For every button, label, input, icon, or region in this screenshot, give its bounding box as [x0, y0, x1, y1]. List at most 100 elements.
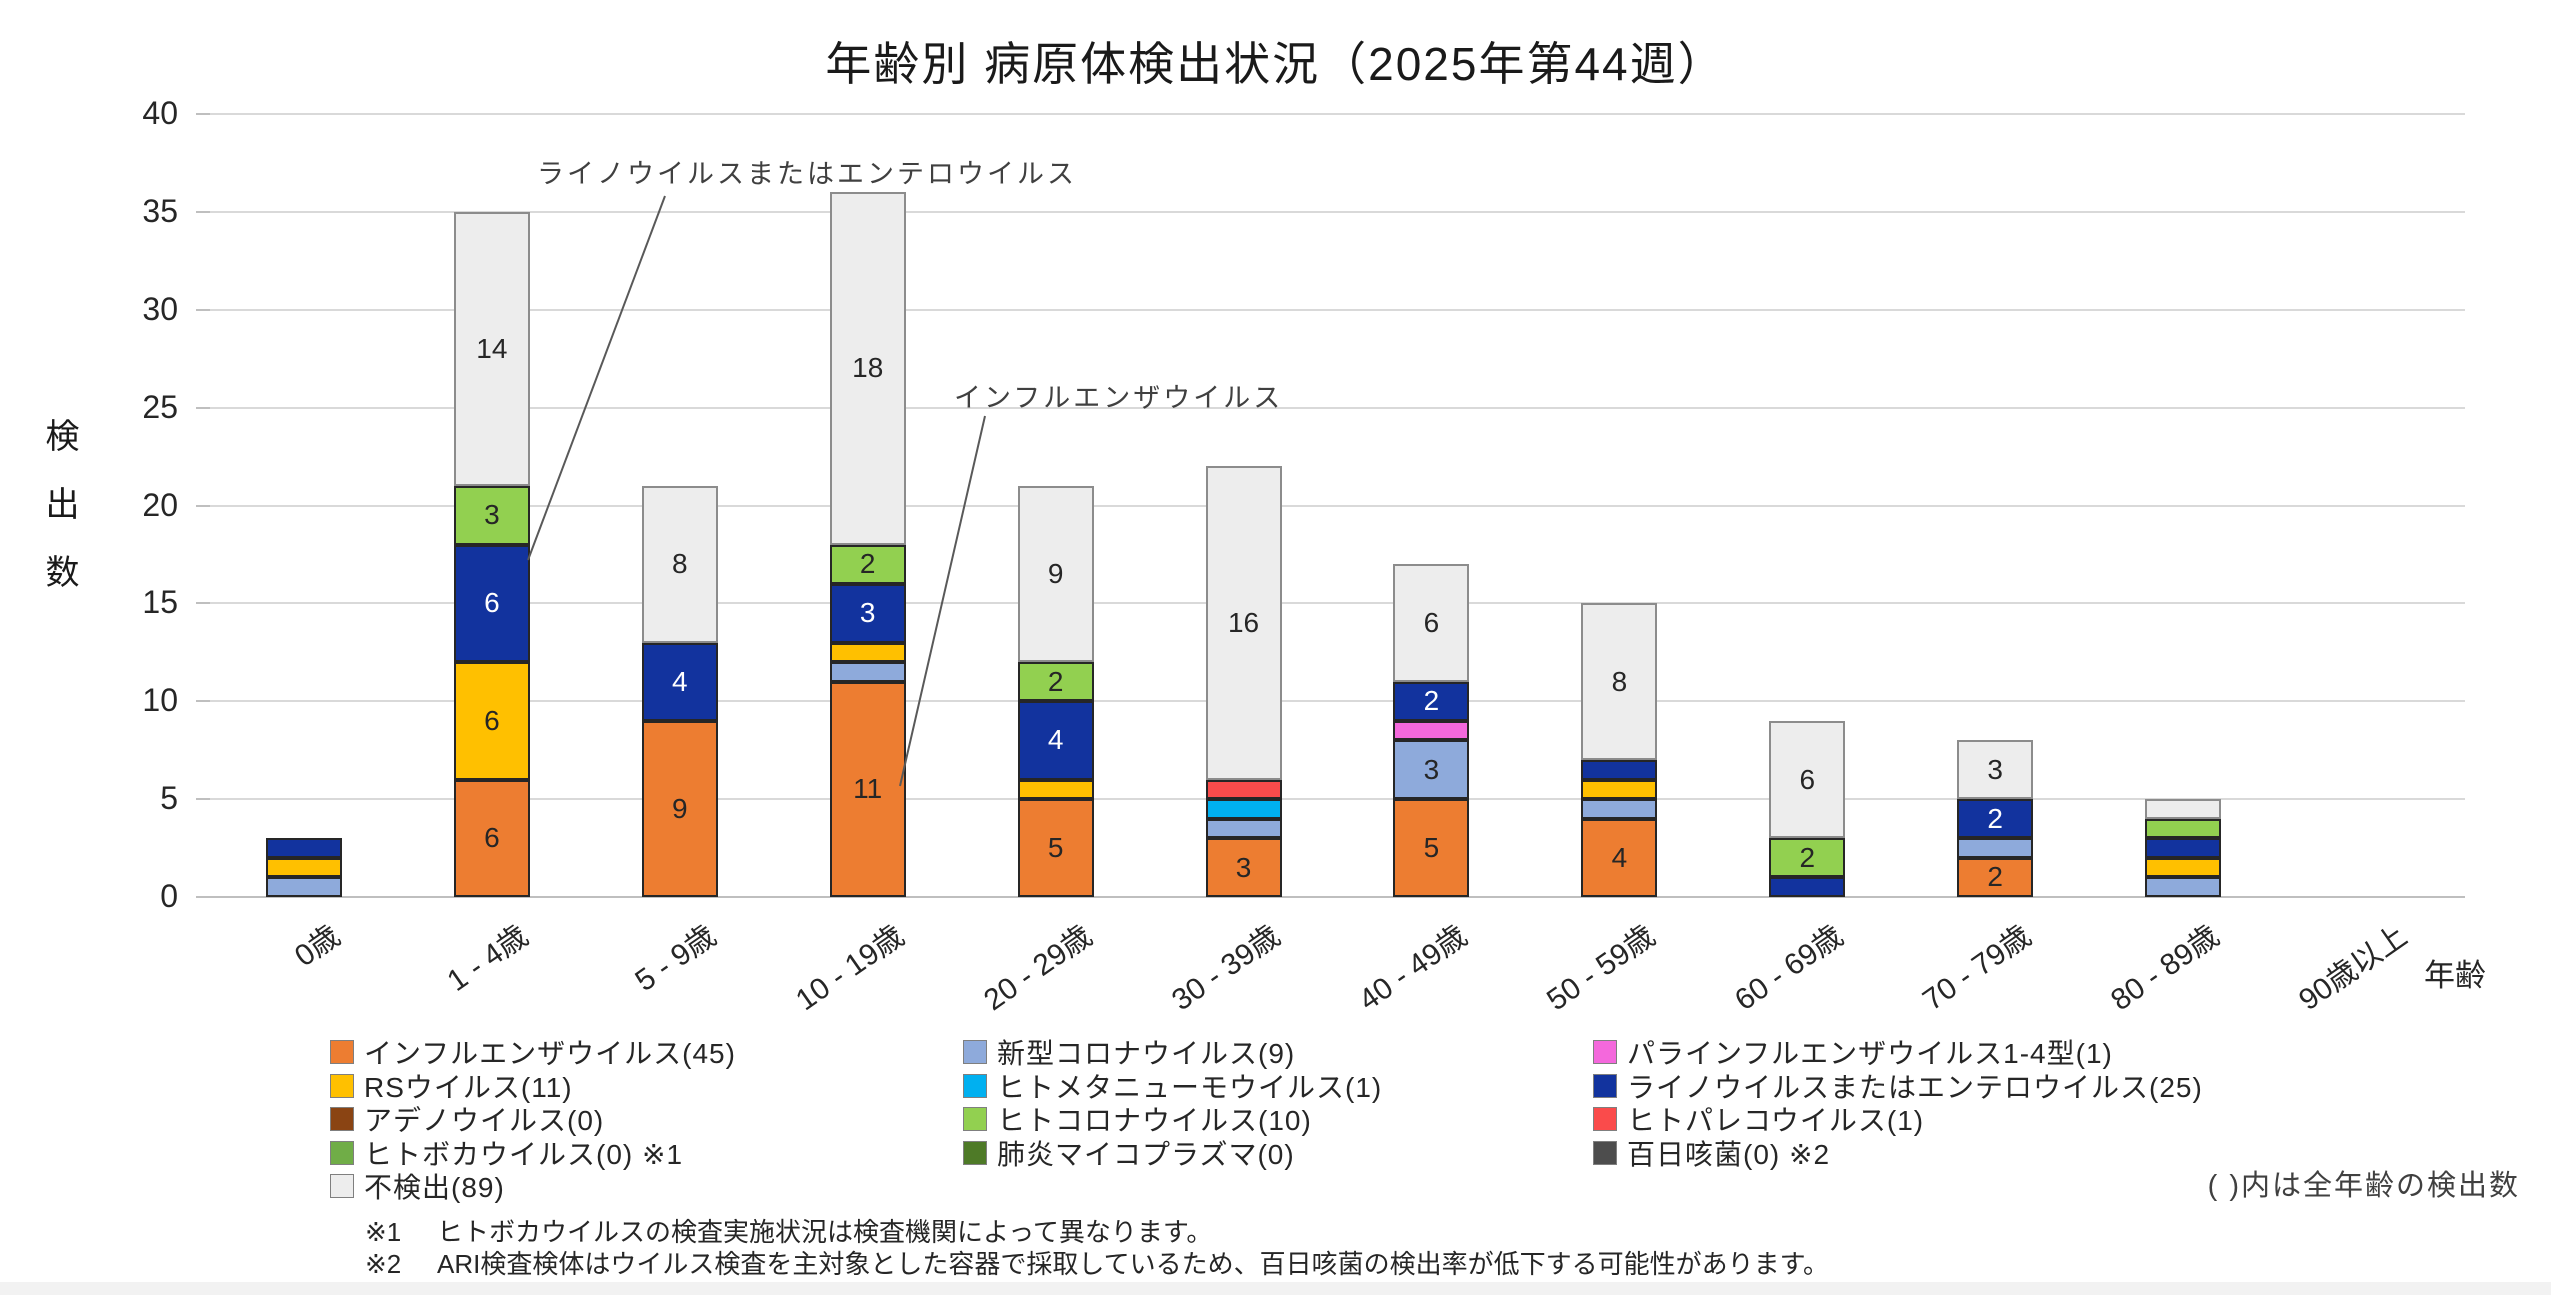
bar-segment-ライノウイルスまたはエンテロウイルス[interactable]: 2 — [1957, 799, 2034, 839]
legend-item[interactable]: 新型コロナウイルス(9) — [963, 1032, 1295, 1072]
legend-item[interactable]: ライノウイルスまたはエンテロウイルス(25) — [1593, 1066, 2203, 1106]
bar-segment-RSウイルス[interactable]: 6 — [453, 662, 530, 780]
bar-segment-新型コロナウイルス[interactable]: 3 — [1393, 740, 1470, 800]
legend-item[interactable]: インフルエンザウイルス(45) — [330, 1032, 736, 1072]
y-tick-label: 35 — [142, 192, 178, 229]
legend-label: ヒトパレコウイルス(1) — [1627, 1105, 1925, 1136]
legend-swatch — [1593, 1140, 1617, 1165]
legend-label: ヒトメタニューモウイルス(1) — [997, 1071, 1383, 1103]
y-tick-label: 15 — [142, 584, 178, 621]
bar-segment-ヒトコロナウイルス[interactable]: 2 — [829, 544, 906, 584]
legend-item[interactable]: パラインフルエンザウイルス1-4型(1) — [1593, 1032, 2113, 1072]
bar-segment-不検出[interactable]: 9 — [1017, 485, 1094, 663]
bar-segment-ヒトコロナウイルス[interactable]: 2 — [1017, 662, 1094, 702]
legend-item[interactable]: ヒトコロナウイルス(10) — [963, 1099, 1312, 1139]
segment-value-label: 8 — [1611, 665, 1628, 697]
bar-segment-インフルエンザウイルス[interactable]: 5 — [1017, 799, 1094, 897]
bar-segment-ヒトコロナウイルス[interactable]: 2 — [1769, 838, 1846, 878]
legend-swatch — [330, 1073, 354, 1098]
bar-segment-インフルエンザウイルス[interactable]: 4 — [1581, 818, 1658, 897]
y-tick-mark — [196, 700, 210, 703]
bar-segment-新型コロナウイルス[interactable] — [1205, 818, 1282, 839]
segment-value-label: 2 — [859, 548, 876, 580]
y-axis-title: 検出数 — [40, 418, 78, 622]
bar-segment-不検出[interactable]: 8 — [641, 485, 718, 643]
footnote-line: ※2 ARI検査検体はウイルス検査を主対象とした容器で採取しているため、百日咳菌の… — [365, 1244, 1829, 1281]
bar-segment-ヒトパレコウイルス[interactable] — [1205, 779, 1282, 800]
gridline-y40 — [210, 113, 2465, 115]
bar-segment-不検出[interactable]: 18 — [829, 192, 906, 545]
bar-segment-インフルエンザウイルス[interactable]: 9 — [641, 720, 718, 897]
bar-segment-不検出[interactable]: 6 — [1769, 720, 1846, 839]
bar-segment-インフルエンザウイルス[interactable]: 5 — [1393, 799, 1470, 897]
bar-segment-ヒトコロナウイルス[interactable] — [2145, 818, 2222, 839]
bar-segment-ライノウイルスまたはエンテロウイルス[interactable] — [1769, 877, 1846, 897]
segment-value-label: 2 — [1423, 685, 1440, 717]
bar-segment-新型コロナウイルス[interactable] — [265, 877, 342, 897]
bar-segment-新型コロナウイルス[interactable] — [1581, 799, 1658, 819]
bar-segment-ライノウイルスまたはエンテロウイルス[interactable] — [1581, 759, 1658, 780]
bar-segment-インフルエンザウイルス[interactable]: 11 — [829, 681, 906, 897]
bar-segment-ライノウイルスまたはエンテロウイルス[interactable]: 3 — [829, 583, 906, 643]
legend-item[interactable]: ヒトメタニューモウイルス(1) — [963, 1066, 1382, 1106]
segment-value-label: 2 — [1047, 665, 1064, 697]
bar-segment-不検出[interactable] — [2145, 799, 2222, 819]
bar-segment-ライノウイルスまたはエンテロウイルス[interactable] — [265, 838, 342, 858]
bar-segment-RSウイルス[interactable] — [265, 857, 342, 878]
segment-value-label: 4 — [1047, 724, 1064, 756]
bar-segment-ライノウイルスまたはエンテロウイルス[interactable] — [2145, 838, 2222, 858]
legend-item[interactable]: ヒトボカウイルス(0) ※1 — [330, 1133, 683, 1173]
y-tick-label: 10 — [142, 682, 178, 719]
bar-segment-ライノウイルスまたはエンテロウイルス[interactable]: 4 — [1017, 701, 1094, 780]
legend-label: インフルエンザウイルス(45) — [364, 1038, 736, 1069]
legend-label: 新型コロナウイルス(9) — [997, 1038, 1296, 1069]
bar-segment-不検出[interactable]: 16 — [1205, 466, 1282, 780]
bar-segment-新型コロナウイルス[interactable] — [829, 662, 906, 682]
bar-segment-ヒトメタニューモウイルス[interactable] — [1205, 799, 1282, 819]
legend-item[interactable]: RSウイルス(11) — [330, 1066, 573, 1106]
footnote-text: ARI検査検体はウイルス検査を主対象とした容器で採取しているため、百日咳菌の検出… — [437, 1249, 1829, 1279]
bar-segment-不検出[interactable]: 14 — [453, 211, 530, 486]
bar-segment-インフルエンザウイルス[interactable]: 2 — [1957, 857, 2034, 897]
bar-segment-新型コロナウイルス[interactable] — [1957, 838, 2034, 858]
legend-item[interactable]: アデノウイルス(0) — [330, 1099, 604, 1139]
bar-segment-ライノウイルスまたはエンテロウイルス[interactable]: 6 — [453, 544, 530, 663]
bar-segment-パラインフルエンザウイルス1-4型[interactable] — [1393, 720, 1470, 741]
y-tick-mark — [196, 798, 210, 801]
segment-value-label: 11 — [853, 773, 883, 805]
bar-segment-不検出[interactable]: 8 — [1581, 603, 1658, 760]
y-tick-label: 0 — [160, 878, 178, 914]
segment-value-label: 2 — [1987, 802, 2003, 834]
legend-label: ヒトボカウイルス(0) ※1 — [364, 1138, 684, 1170]
legend-label: ヒトコロナウイルス(10) — [997, 1105, 1312, 1136]
y-tick-mark — [196, 210, 210, 213]
segment-value-label: 5 — [1047, 832, 1064, 864]
bar-segment-RSウイルス[interactable] — [1017, 779, 1094, 800]
bar-segment-不検出[interactable]: 3 — [1957, 740, 2034, 800]
segment-value-label: 6 — [484, 587, 500, 619]
annotation-influenza: インフルエンザウイルス — [954, 383, 1284, 413]
bar-segment-インフルエンザウイルス[interactable]: 6 — [453, 779, 530, 897]
legend-item[interactable]: 不検出(89) — [330, 1166, 505, 1206]
bar-segment-ヒトコロナウイルス[interactable]: 3 — [453, 485, 530, 545]
bar-segment-新型コロナウイルス[interactable] — [2145, 877, 2222, 897]
gridline-y5 — [210, 798, 2465, 801]
bar-segment-RSウイルス[interactable] — [1581, 779, 1658, 800]
x-axis-title: 年齢 — [2424, 958, 2486, 993]
legend-item[interactable]: 百日咳菌(0) ※2 — [1593, 1133, 1830, 1173]
bar-segment-不検出[interactable]: 6 — [1393, 564, 1470, 682]
legend-item[interactable]: 肺炎マイコプラズマ(0) — [963, 1133, 1295, 1173]
segment-value-label: 9 — [1047, 558, 1064, 589]
bar-segment-ライノウイルスまたはエンテロウイルス[interactable]: 2 — [1393, 681, 1470, 721]
legend-label: 百日咳菌(0) ※2 — [1627, 1138, 1831, 1170]
y-tick-label: 5 — [160, 780, 178, 817]
y-tick-label: 20 — [142, 486, 178, 523]
legend-item[interactable]: ヒトパレコウイルス(1) — [1593, 1099, 1924, 1139]
legend-swatch — [330, 1040, 354, 1064]
bar-segment-インフルエンザウイルス[interactable]: 3 — [1205, 838, 1282, 897]
legend-swatch — [963, 1073, 987, 1098]
bar-segment-RSウイルス[interactable] — [829, 642, 906, 663]
legend-swatch — [330, 1107, 354, 1131]
bar-segment-RSウイルス[interactable] — [2145, 857, 2222, 878]
bar-segment-ライノウイルスまたはエンテロウイルス[interactable]: 4 — [641, 642, 718, 721]
